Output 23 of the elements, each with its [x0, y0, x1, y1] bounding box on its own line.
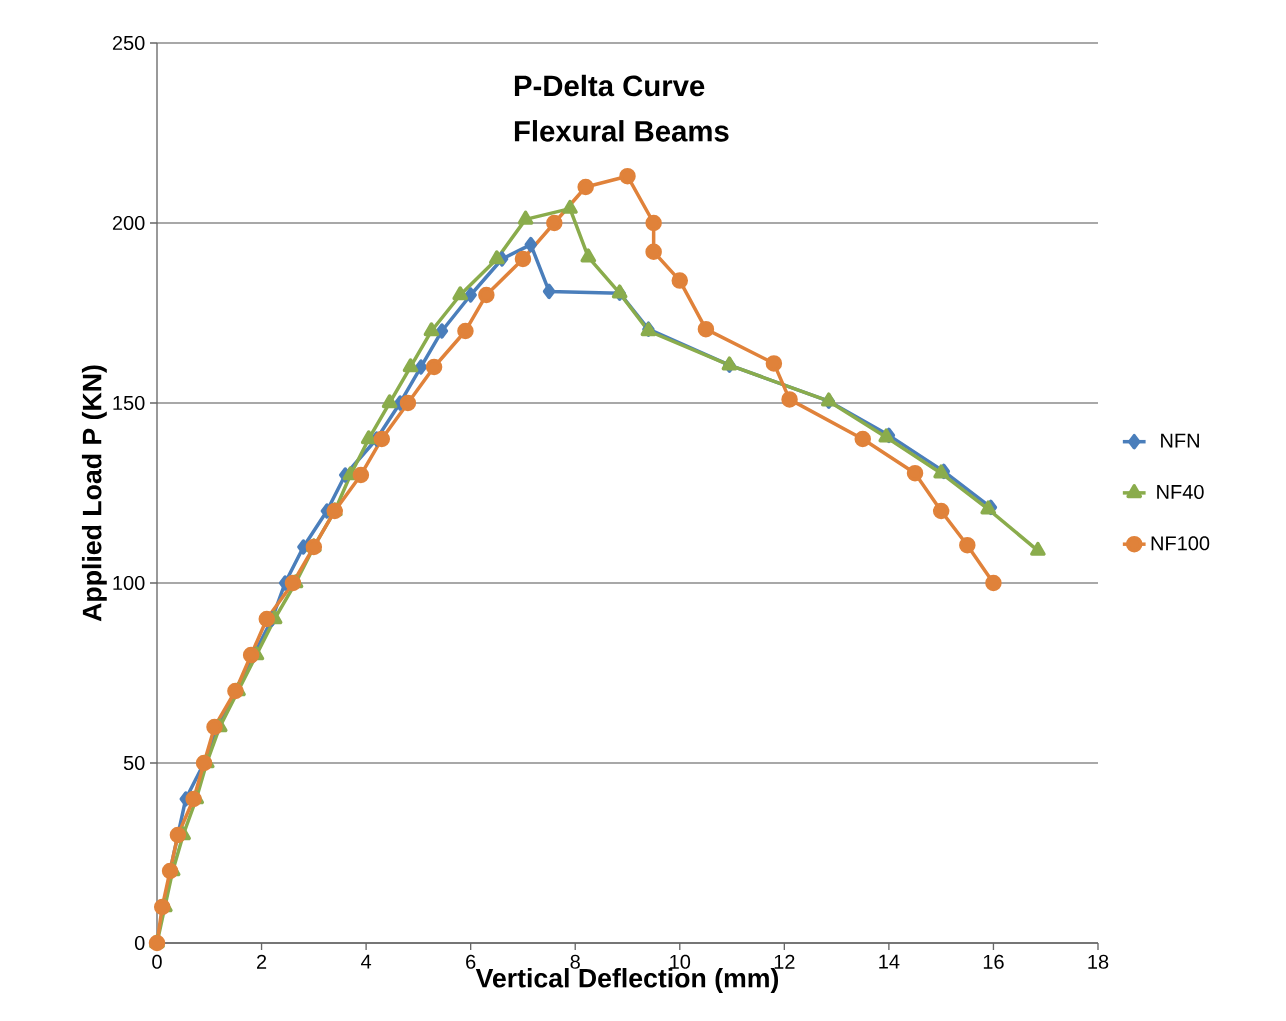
legend-label: NFN: [1161, 433, 1199, 448]
text: P-Delta Curve: [514, 74, 705, 97]
y-tick-label: 150: [113, 395, 145, 411]
y-tick-label: 50: [123, 755, 145, 771]
x-tick-label: 0: [152, 954, 162, 969]
x-tick-label: 18: [1088, 954, 1109, 969]
text: Flexural Beams: [514, 120, 729, 142]
y-tick-label: 250: [112, 35, 145, 51]
legend-label: NF100: [1151, 536, 1210, 551]
legend-label: NF40: [1157, 484, 1204, 500]
x-tick-label: 14: [879, 954, 900, 969]
x-tick-label: 2: [257, 954, 267, 969]
x-tick-label: 8: [570, 954, 580, 969]
x-tick-label: 4: [361, 954, 372, 969]
x-tick-label: 10: [670, 954, 691, 969]
y-tick-label: 0: [134, 935, 145, 951]
x-tick-label: 12: [774, 954, 795, 969]
y-axis-title: Applied Load P (KN): [81, 365, 107, 622]
x-tick-label: 6: [466, 954, 476, 969]
x-tick-label: 16: [983, 954, 1004, 969]
y-tick-label: 100: [113, 575, 145, 591]
y-tick-label: 200: [112, 215, 145, 231]
x-axis-title: Vertical Deflection (mm): [475, 968, 779, 993]
